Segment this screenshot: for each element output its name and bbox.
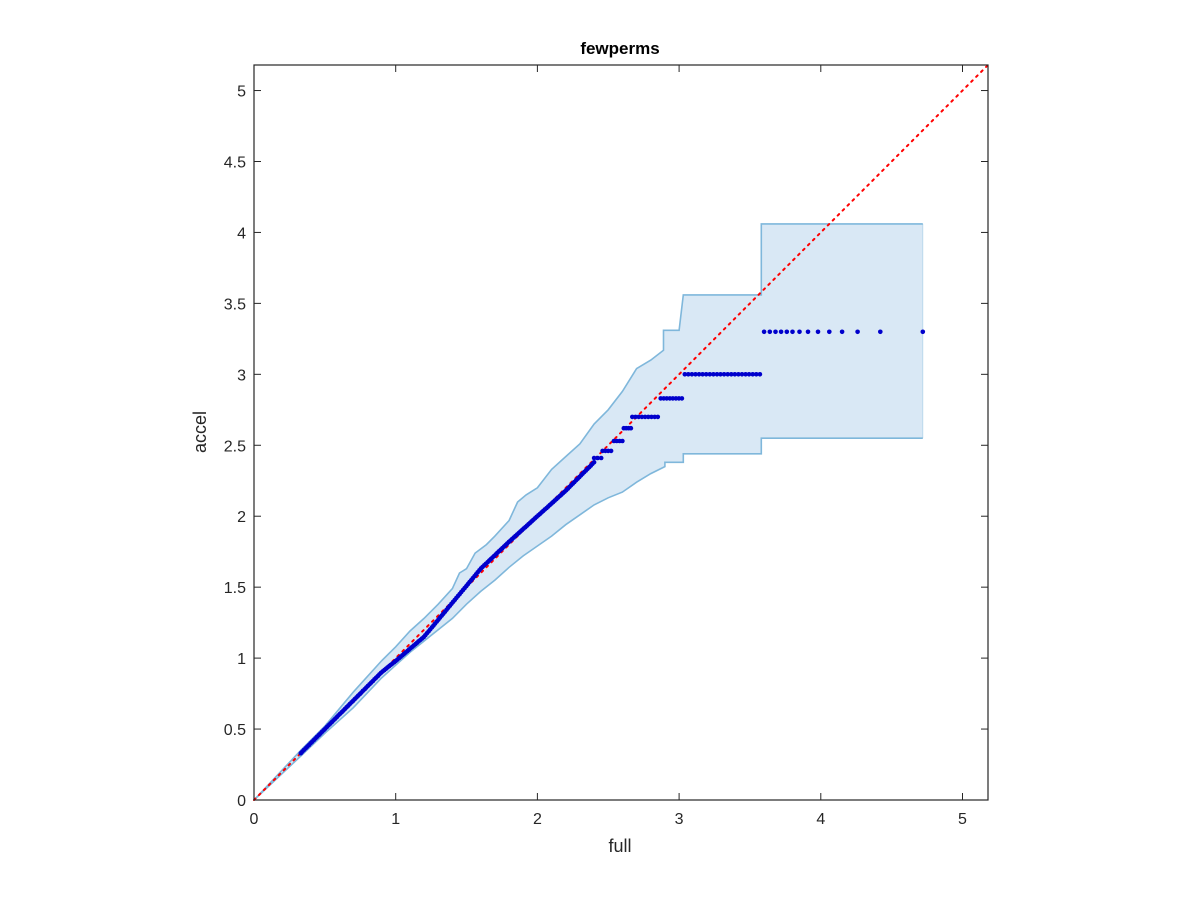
data-point xyxy=(732,372,738,377)
data-point xyxy=(790,329,795,335)
data-point xyxy=(689,372,695,377)
data-point xyxy=(736,372,741,377)
data-point xyxy=(815,329,821,335)
y-tick-label: 2.5 xyxy=(224,438,246,455)
data-point xyxy=(773,329,778,335)
y-tick-label: 3.5 xyxy=(224,296,246,313)
data-point xyxy=(591,455,597,461)
data-point xyxy=(679,396,685,401)
data-point xyxy=(703,372,709,377)
x-tick-label: 2 xyxy=(533,811,542,828)
data-point xyxy=(778,329,784,335)
data-point xyxy=(721,372,727,377)
band-area xyxy=(254,223,923,800)
x-tick-label: 3 xyxy=(675,811,684,828)
x-axis-label: full xyxy=(608,836,631,856)
reference-line xyxy=(253,64,989,801)
data-point xyxy=(649,414,654,420)
data-point xyxy=(711,372,716,377)
data-point xyxy=(628,425,634,431)
x-tick-label: 1 xyxy=(391,811,400,828)
data-point xyxy=(784,329,790,335)
data-point xyxy=(646,414,651,420)
data-point xyxy=(767,329,773,335)
y-tick-label: 1.5 xyxy=(224,580,246,597)
data-point xyxy=(630,414,635,420)
data-point xyxy=(591,460,597,465)
y-tick-label: 4 xyxy=(237,225,246,242)
data-point xyxy=(754,372,759,377)
confidence-band xyxy=(253,223,924,801)
data-point xyxy=(700,372,705,377)
y-tick-label: 1 xyxy=(237,651,246,668)
x-tick-label: 5 xyxy=(958,811,967,828)
reference-line-y-equals-x xyxy=(253,64,989,801)
data-point xyxy=(608,448,614,454)
data-point xyxy=(686,372,691,377)
data-point xyxy=(878,329,883,335)
data-point xyxy=(743,372,748,377)
data-point xyxy=(839,329,845,335)
plot-frame xyxy=(253,64,989,801)
data-points xyxy=(298,329,926,756)
data-point xyxy=(761,329,767,335)
data-point xyxy=(739,372,745,377)
y-tick-label: 2 xyxy=(237,509,246,526)
data-point xyxy=(595,455,600,461)
y-tick-label: 3 xyxy=(237,367,246,384)
y-tick-label: 0.5 xyxy=(224,722,246,739)
band-upper-edge xyxy=(253,223,923,801)
data-point xyxy=(707,372,713,377)
data-point xyxy=(729,372,734,377)
data-point xyxy=(757,372,763,377)
data-point xyxy=(797,329,802,335)
x-tick-label: 0 xyxy=(250,811,259,828)
data-point xyxy=(620,438,625,444)
data-point xyxy=(718,372,723,377)
data-point xyxy=(639,414,645,420)
data-point xyxy=(655,414,661,420)
data-point xyxy=(714,372,720,377)
data-point xyxy=(920,329,926,335)
chart-title: fewperms xyxy=(580,39,659,58)
data-point xyxy=(805,329,811,335)
data-point xyxy=(696,372,702,377)
data-point xyxy=(598,455,604,461)
y-tick-label: 5 xyxy=(237,84,246,101)
data-point xyxy=(636,414,641,420)
y-axis-label: accel xyxy=(190,411,210,453)
y-tick-label: 4.5 xyxy=(224,154,246,171)
data-point xyxy=(693,372,698,377)
data-point xyxy=(682,372,688,377)
data-point xyxy=(725,372,730,377)
band-lower-edge xyxy=(253,437,923,801)
data-point xyxy=(746,372,752,377)
data-point xyxy=(642,414,648,420)
data-point xyxy=(827,329,832,335)
y-tick-label: 0 xyxy=(237,793,246,810)
x-tick-label: 4 xyxy=(816,811,825,828)
data-point xyxy=(633,414,638,420)
data-point xyxy=(750,372,755,377)
axes: 0 1 2 3 4 5 0 0.5 1 1.5 2 2.5 3 3.5 4 4.5 5 xyxy=(224,64,989,828)
data-point xyxy=(855,329,860,335)
